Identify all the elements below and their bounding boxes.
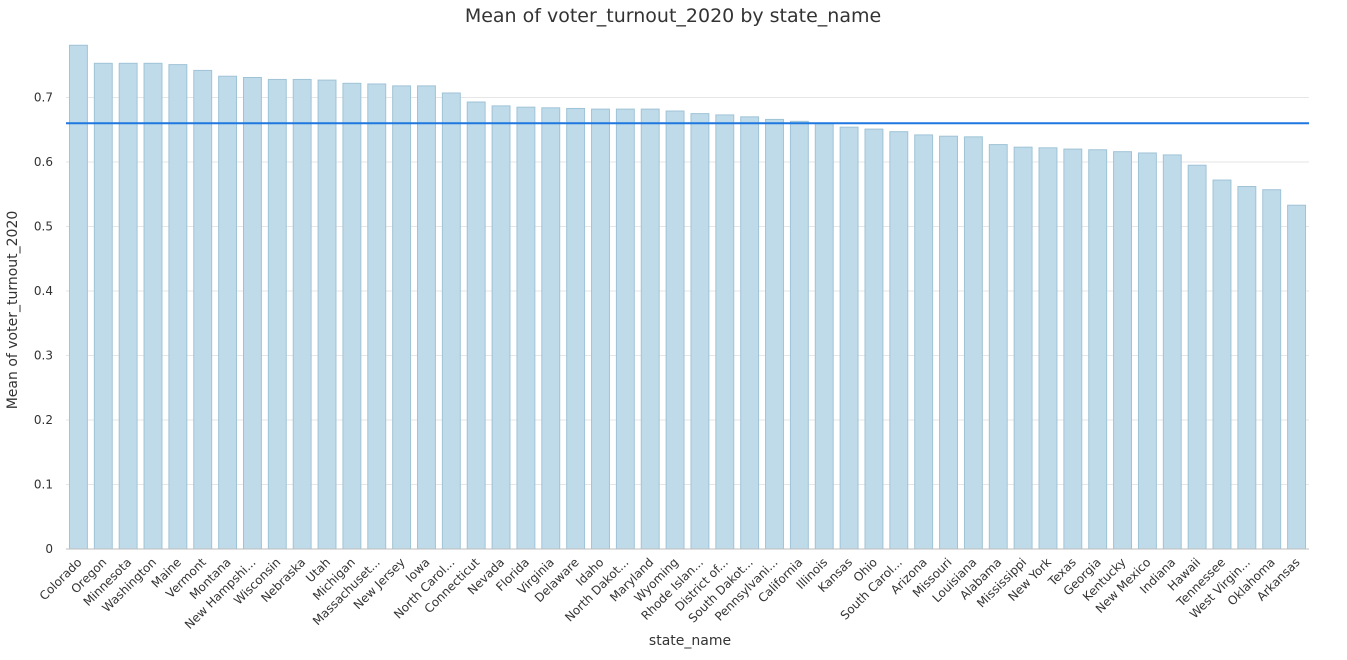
bar-maine[interactable] — [168, 64, 188, 550]
bar-new-jersey[interactable] — [392, 85, 412, 550]
y-tick-labels: 0 0.1 0.2 0.3 0.4 0.5 0.6 0.7 — [34, 91, 53, 557]
bar-oregon[interactable] — [93, 62, 113, 550]
bar-michigan[interactable] — [342, 82, 362, 550]
bar-nebraska[interactable] — [292, 78, 312, 550]
x-axis-label: state_name — [649, 633, 731, 649]
bar-idaho[interactable] — [591, 108, 610, 550]
bar-utah[interactable] — [317, 79, 337, 550]
bar-south-carol[interactable] — [889, 131, 909, 550]
bar-wisconsin[interactable] — [267, 78, 287, 550]
bar-pennsylvani[interactable] — [765, 118, 784, 550]
bar-maryland[interactable] — [640, 108, 660, 550]
chart-title: Mean of voter_turnout_2020 by state_name — [465, 5, 881, 27]
bar-mississippi[interactable] — [1013, 146, 1033, 550]
x-tick-labels: ColoradoOregonMinnesotaWashingtonMaineVe… — [37, 555, 1303, 632]
bar-kansas[interactable] — [839, 126, 859, 550]
bar-arkansas[interactable] — [1287, 204, 1307, 550]
bar-ohio[interactable] — [864, 128, 884, 550]
bar-illinois[interactable] — [814, 122, 834, 550]
bar-montana[interactable] — [218, 75, 238, 550]
bar-iowa[interactable] — [417, 85, 436, 550]
y-tick-label: 0.4 — [34, 284, 53, 298]
bar-nevada[interactable] — [491, 105, 511, 550]
bar-massachuset[interactable] — [367, 83, 387, 550]
bars — [68, 44, 1307, 550]
bar-new-york[interactable] — [1038, 147, 1058, 550]
bar-west-virgin[interactable] — [1237, 186, 1257, 550]
bar-south-dakot[interactable] — [740, 116, 760, 550]
y-tick-label: 0 — [45, 542, 53, 556]
bar-oklahoma[interactable] — [1262, 189, 1282, 550]
bar-north-carol[interactable] — [441, 92, 461, 550]
bar-new-hampshi[interactable] — [243, 77, 262, 550]
y-tick-label: 0.2 — [34, 413, 53, 427]
bar-louisiana[interactable] — [963, 136, 983, 550]
bar-wyoming[interactable] — [665, 110, 685, 550]
bar-colorado[interactable] — [68, 44, 88, 550]
bar-arizona[interactable] — [914, 134, 934, 550]
bar-washington[interactable] — [143, 62, 163, 550]
bar-alabama[interactable] — [988, 144, 1008, 550]
bar-connecticut[interactable] — [466, 101, 486, 550]
bar-vermont[interactable] — [193, 69, 213, 550]
bar-florida[interactable] — [516, 106, 536, 550]
bar-tennessee[interactable] — [1212, 179, 1232, 550]
bar-north-dakot[interactable] — [615, 108, 635, 550]
bar-rhode-islan[interactable] — [690, 113, 710, 550]
bar-virginia[interactable] — [541, 107, 561, 550]
bar-kentucky[interactable] — [1113, 151, 1132, 550]
y-tick-label: 0.7 — [34, 91, 53, 105]
bar-district-of[interactable] — [715, 114, 735, 550]
bar-indiana[interactable] — [1162, 154, 1182, 550]
bar-minnesota[interactable] — [118, 62, 138, 550]
y-tick-label: 0.6 — [34, 155, 53, 169]
y-tick-label: 0.5 — [34, 220, 53, 234]
bar-missouri[interactable] — [939, 135, 958, 550]
bar-new-mexico[interactable] — [1137, 152, 1157, 550]
bar-hawaii[interactable] — [1187, 164, 1207, 550]
y-tick-label: 0.1 — [34, 478, 53, 492]
y-axis-label: Mean of voter_turnout_2020 — [5, 211, 21, 410]
bar-texas[interactable] — [1063, 148, 1083, 550]
bar-georgia[interactable] — [1088, 149, 1108, 550]
y-tick-label: 0.3 — [34, 349, 53, 363]
bar-delaware[interactable] — [566, 107, 586, 550]
bar-california[interactable] — [789, 120, 809, 550]
